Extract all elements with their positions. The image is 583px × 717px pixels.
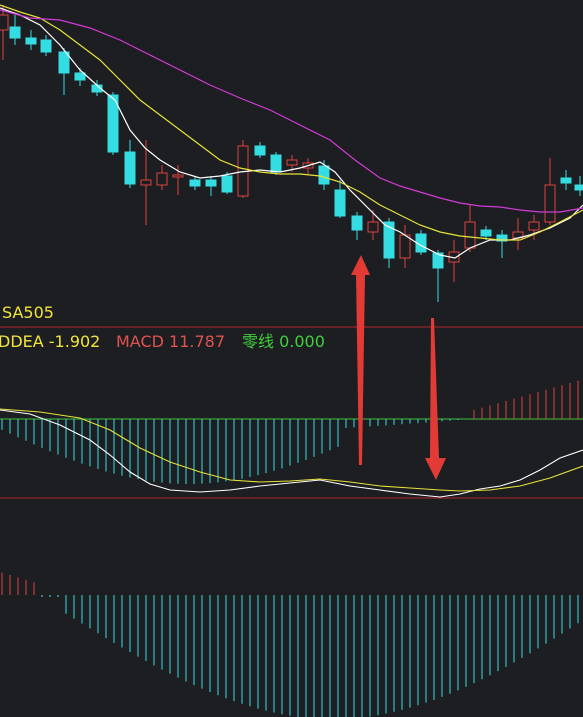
candle-body (9, 26, 21, 39)
candle-body (124, 151, 136, 185)
candle-body (399, 234, 411, 259)
candle-body (25, 37, 37, 45)
candle-body (74, 72, 86, 81)
candle-body (351, 215, 363, 231)
candle-body (189, 179, 201, 187)
candle-body (544, 184, 556, 223)
candle-body (58, 51, 70, 74)
candle-body (574, 184, 583, 191)
candle-body (172, 174, 184, 178)
candle-body (0, 14, 9, 31)
candle-body (334, 189, 346, 217)
candle-body (383, 221, 395, 259)
candle-body (270, 154, 282, 173)
indicator-ddea: DDEA -1.902 (0, 332, 100, 351)
candles (0, 5, 583, 302)
candle-body (40, 39, 52, 53)
ma-magenta (0, 9, 583, 213)
arrow-down (425, 318, 446, 480)
candle-body (286, 159, 298, 166)
candle-body (205, 179, 217, 187)
candle-body (254, 145, 266, 156)
candle-body (464, 221, 476, 249)
candle-body (318, 165, 330, 185)
candle-body (528, 221, 540, 231)
candle-body (496, 234, 508, 242)
indicator-zero: 零线 0.000 (242, 332, 325, 351)
macd-histogram (1, 380, 579, 484)
candle-body (367, 221, 379, 233)
candle-body (156, 172, 168, 186)
arrow-up (351, 255, 370, 465)
symbol: SA505 (2, 303, 54, 322)
indicator-macd: MACD 11.787 (116, 332, 225, 351)
ma-white (0, 7, 583, 259)
candle-body (480, 229, 492, 237)
candle-body (432, 252, 444, 269)
ma-yellow (0, 4, 583, 241)
candle-body (221, 175, 233, 193)
dif-line (0, 409, 583, 498)
candle-body (560, 177, 572, 184)
dea-line (0, 408, 583, 492)
candle-body (107, 94, 119, 153)
lower-histogram (1, 572, 579, 717)
candle-body (140, 179, 152, 186)
